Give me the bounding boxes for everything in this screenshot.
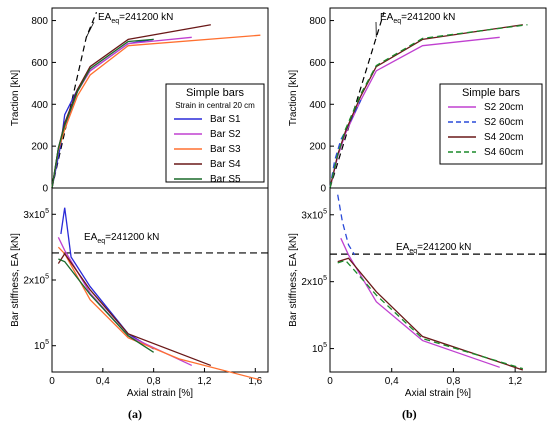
- chart-2-series-line-3: [57, 246, 261, 381]
- chart-2-series-line-1: [60, 207, 154, 350]
- chart-3-annotation-label: EAeq=241200 kN: [380, 12, 455, 25]
- chart-2-xtick-label: 1,6: [248, 376, 262, 387]
- chart-1-legend-entry: Bar S2: [210, 129, 241, 140]
- chart-3-series-line-2: [329, 99, 362, 189]
- chart-1-ylabel: Traction [kN]: [10, 70, 21, 127]
- chart-1-ytick-label: 0: [42, 184, 48, 195]
- chart-3-ytick-label: 400: [309, 100, 326, 111]
- chart-2-xlabel: Axial strain [%]: [127, 388, 193, 399]
- chart-3-legend-entry: S4 20cm: [484, 132, 523, 143]
- chart-1-ytick-label: 800: [31, 16, 48, 27]
- chart-3-ytick-label: 800: [309, 16, 326, 27]
- chart-4-xtick-label: 0: [327, 376, 333, 387]
- chart-1-annotation-leader: [85, 21, 95, 38]
- chart-2-series-line-4: [57, 252, 212, 367]
- chart-2-reference-label: EAeq=241200 kN: [84, 232, 159, 245]
- chart-3-ylabel: Traction [kN]: [288, 70, 299, 127]
- chart-4-series-line-3: [337, 257, 524, 371]
- chart-4-ytick-label: 2x105: [301, 275, 327, 288]
- chart-2-xtick-label: 0,8: [147, 376, 161, 387]
- chart-3-legend-box: [439, 83, 543, 165]
- chart-2-xtick-label: 1,2: [198, 376, 212, 387]
- chart-1-series-line-5: [51, 38, 154, 189]
- chart-2-series-line-2: [57, 237, 193, 367]
- chart-4-xtick-label: 1,2: [508, 376, 522, 387]
- chart-4-ytick-label: 3x105: [301, 208, 327, 221]
- chart-1-ytick-label: 200: [31, 142, 48, 153]
- chart-1-legend-title: Simple bars: [186, 87, 245, 99]
- chart-4-xtick-label: 0,8: [446, 376, 460, 387]
- chart-3-ytick-label: 600: [309, 58, 326, 69]
- chart-4-series-line-2: [337, 194, 356, 256]
- chart-2-ytick-label: 2x105: [23, 274, 49, 287]
- chart-2-xtick-label: 0: [49, 376, 55, 387]
- chart-1-annotation-label: EAeq=241200 kN: [98, 12, 173, 25]
- chart-1-legend-entry: Bar S1: [210, 114, 241, 125]
- chart-4-reference-label: EAeq=241200 kN: [396, 242, 471, 255]
- chart-4-series-line-4: [337, 259, 524, 370]
- chart-4-xlabel: Axial strain [%]: [405, 388, 471, 399]
- chart-3-ytick-label: 0: [320, 184, 326, 195]
- chart-1-legend-entry: Bar S4: [210, 159, 241, 170]
- chart-3-legend-entry: S4 60cm: [484, 147, 523, 158]
- chart-2-ylabel: Bar stiffness, EA [kN]: [10, 233, 21, 327]
- chart-1-legend-subtitle: Strain in central 20 cm: [175, 101, 255, 110]
- chart-2-frame: [51, 187, 269, 373]
- chart-3-legend-entry: S2 60cm: [484, 117, 523, 128]
- chart-3-legend-entry: S2 20cm: [484, 102, 523, 113]
- chart-3-series-line-4: [329, 24, 528, 189]
- chart-1-legend-box: [165, 83, 265, 183]
- chart-3-legend-title: Simple bars: [462, 87, 521, 99]
- chart-4-series-line-1: [340, 237, 500, 368]
- chart-1-ytick-label: 600: [31, 58, 48, 69]
- chart-4-ytick-label: 105: [312, 342, 327, 355]
- chart-2-ytick-label: 105: [34, 339, 49, 352]
- chart-1-ytick-label: 400: [31, 100, 48, 111]
- chart-3-ytick-label: 200: [309, 142, 326, 153]
- chart-2-series-line-5: [58, 258, 154, 353]
- panel-label-a: (a): [128, 407, 142, 421]
- chart-4-frame: [329, 187, 547, 373]
- chart-2-xtick-label: 0,4: [96, 376, 110, 387]
- chart-1-legend-entry: Bar S5: [210, 174, 241, 185]
- chart-4-xtick-label: 0,4: [385, 376, 399, 387]
- chart-4-ylabel: Bar stiffness, EA [kN]: [288, 233, 299, 327]
- chart-2-ytick-label: 3x105: [23, 208, 49, 221]
- chart-1-legend-entry: Bar S3: [210, 144, 241, 155]
- chart-3-slope-line: [329, 12, 385, 189]
- panel-label-b: (b): [402, 407, 417, 421]
